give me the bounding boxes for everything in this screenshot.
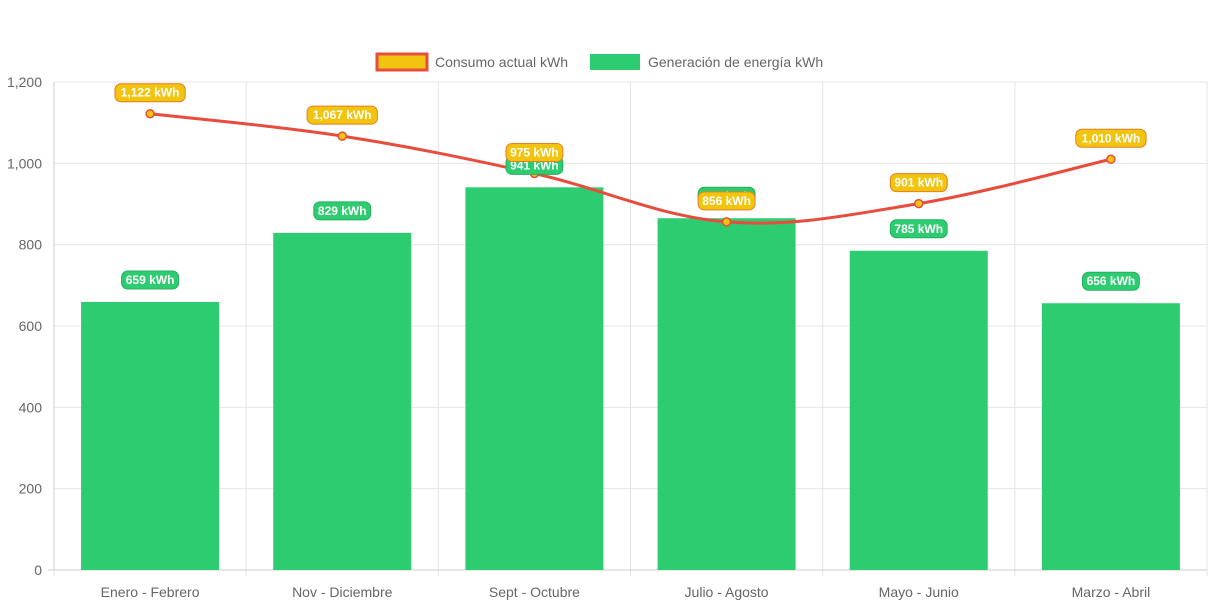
line-data-label-bg xyxy=(889,173,948,193)
y-tick-label: 600 xyxy=(19,318,43,334)
legend-label-consumo[interactable]: Consumo actual kWh xyxy=(435,54,568,70)
line-data-label-bg xyxy=(306,105,378,125)
bar-data-label-bg xyxy=(1081,271,1140,291)
y-axis: 0 200 400 600 800 1,000 1,200 xyxy=(7,74,42,578)
bar-generacion xyxy=(657,218,796,570)
bar-data-label-text: 829 kWh xyxy=(318,204,367,218)
bar-data-label-bg xyxy=(313,201,372,221)
line-data-label-bg xyxy=(114,83,186,103)
line-data-label-text: 856 kWh xyxy=(702,194,751,208)
bar-data-label: 659 kWh xyxy=(121,270,180,290)
bar-data-label-bg xyxy=(121,270,180,290)
y-tick-label: 1,200 xyxy=(7,74,42,90)
legend[interactable]: Consumo actual kWh Generación de energía… xyxy=(375,52,823,72)
line-data-label: 856 kWh xyxy=(697,191,756,211)
y-tick-label: 200 xyxy=(19,481,43,497)
x-tick-label: Marzo - Abril xyxy=(1072,584,1151,600)
line-point-consumo xyxy=(337,131,347,141)
legend-swatch-consumo[interactable] xyxy=(375,52,429,72)
x-tick-label: Nov - Diciembre xyxy=(292,584,393,600)
bar-data-label: 656 kWh xyxy=(1081,271,1140,291)
line-data-label-text: 1,067 kWh xyxy=(313,108,372,122)
bar-generacion xyxy=(849,250,988,570)
bar-data-label-bg xyxy=(889,219,948,239)
x-tick-label: Sept - Octubre xyxy=(489,584,580,600)
line-data-label-bg xyxy=(697,191,756,211)
bar-generacion xyxy=(273,232,412,570)
line-consumo xyxy=(148,112,1113,225)
line-data-label-bg xyxy=(505,143,564,162)
line-data-label: 975 kWh xyxy=(505,143,564,162)
legend-label-generacion[interactable]: Generación de energía kWh xyxy=(648,54,823,70)
bar-data-label-text: 656 kWh xyxy=(1087,274,1136,288)
bar-generacion xyxy=(81,302,220,570)
y-tick-label: 0 xyxy=(34,562,42,578)
line-data-label-bg xyxy=(1075,128,1147,148)
line-data-label: 901 kWh xyxy=(889,173,948,193)
y-tick-label: 800 xyxy=(19,237,43,253)
line-data-label: 1,122 kWh xyxy=(114,83,186,103)
line-point-consumo xyxy=(914,198,924,209)
bar-data-label-text: 785 kWh xyxy=(894,222,943,236)
y-tick-label: 400 xyxy=(19,399,43,415)
legend-swatch-generacion[interactable] xyxy=(590,54,640,70)
bar-data-label: 785 kWh xyxy=(889,219,948,239)
line-data-label-text: 1,122 kWh xyxy=(121,86,180,100)
line-data-label-text: 1,010 kWh xyxy=(1082,131,1141,145)
x-tick-label: Enero - Febrero xyxy=(101,584,200,600)
line-data-label-text: 975 kWh xyxy=(510,146,559,160)
x-axis: Enero - Febrero Nov - Diciembre Sept - Oct… xyxy=(101,584,1151,600)
line-series-consumo xyxy=(145,108,1116,227)
x-tick-label: Julio - Agosto xyxy=(685,584,769,600)
grid-lines xyxy=(48,81,1208,576)
line-point-consumo xyxy=(145,108,155,119)
line-data-label: 1,067 kWh xyxy=(306,105,378,125)
bar-generacion xyxy=(1041,303,1180,570)
bar-series-generacion xyxy=(81,187,1180,570)
x-tick-label: Mayo - Junio xyxy=(879,584,959,600)
line-point-consumo xyxy=(1106,154,1116,165)
bar-generacion xyxy=(465,187,604,570)
line-data-label: 1,010 kWh xyxy=(1075,128,1147,148)
line-data-labels: 1,122 kWh 1,067 kWh 975 kWh 856 kWh 901 kWh 1… xyxy=(114,83,1147,211)
line-point-consumo xyxy=(721,217,732,227)
y-tick-label: 1,000 xyxy=(7,155,42,171)
bar-data-label-text: 659 kWh xyxy=(126,273,175,287)
line-data-label-text: 901 kWh xyxy=(894,176,943,190)
bar-data-label: 829 kWh xyxy=(313,201,372,221)
